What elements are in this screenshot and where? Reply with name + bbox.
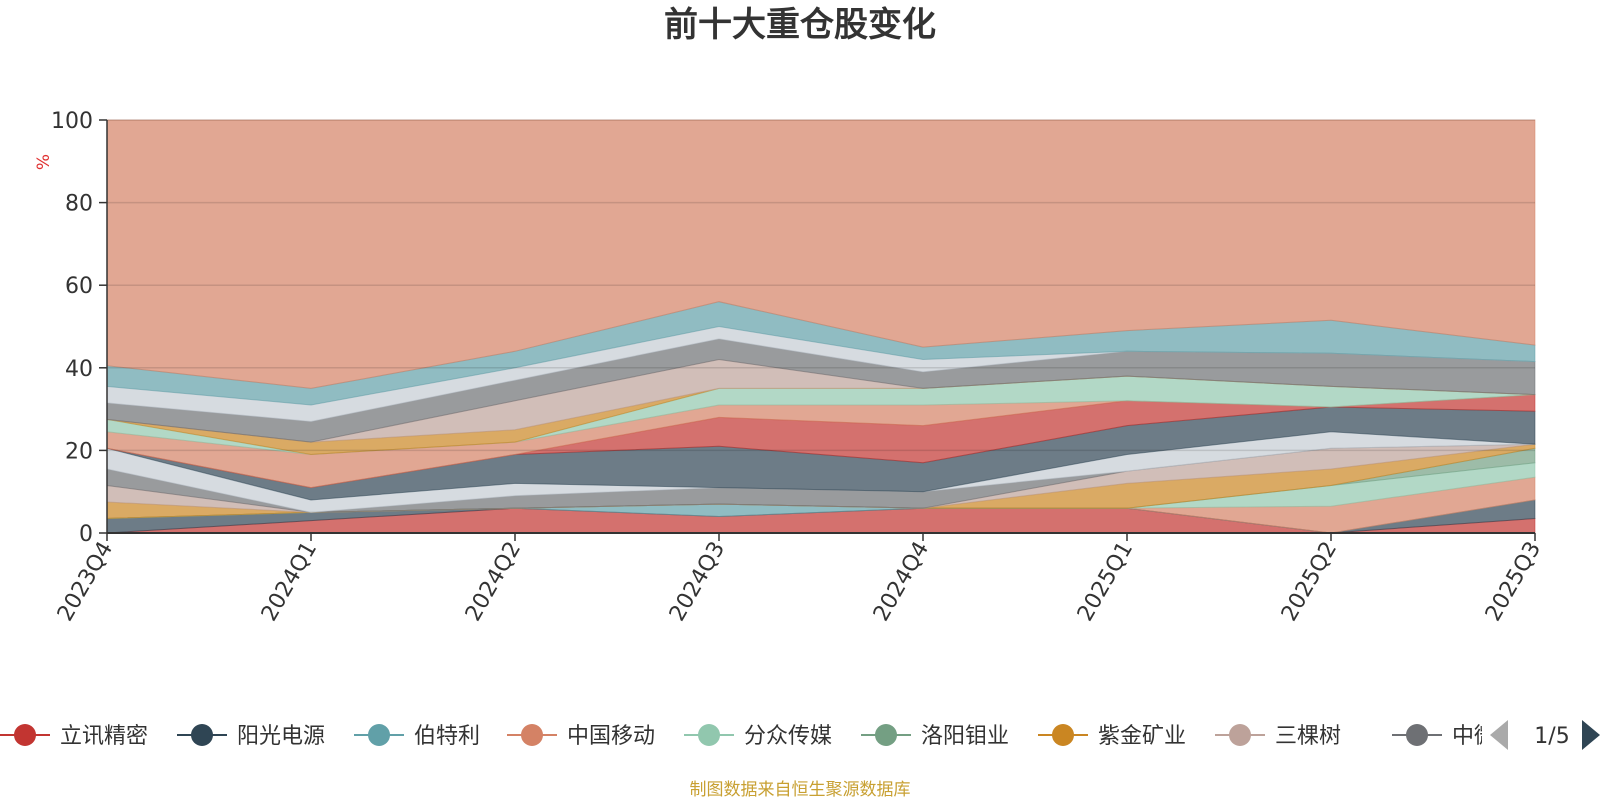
legend-item[interactable]: 立讯精密 — [0, 724, 148, 749]
y-tick-label: 100 — [51, 109, 93, 134]
legend-label: 中微公司 — [1452, 724, 1540, 749]
legend-item[interactable]: 分众传媒 — [684, 724, 832, 749]
legend-marker — [698, 724, 720, 746]
x-tick-label: 2025Q2 — [1277, 538, 1342, 626]
area-series-20 — [106, 119, 1536, 389]
legend-prev-icon[interactable] — [1490, 720, 1508, 750]
legend-label: 洛阳钼业 — [921, 724, 1009, 749]
y-tick-label: 20 — [65, 439, 93, 464]
x-tick-label: 2024Q1 — [257, 538, 322, 626]
x-tick-label: 2024Q4 — [869, 538, 934, 626]
legend-item[interactable]: 中国移动 — [507, 724, 655, 749]
legend-label: 分众传媒 — [744, 724, 832, 749]
legend-label: 中国移动 — [567, 724, 655, 749]
legend-item[interactable]: 三棵树 — [1215, 724, 1341, 749]
legend-label: 三棵树 — [1275, 724, 1341, 749]
data-source-note: 制图数据来自恒生聚源数据库 — [690, 780, 911, 800]
x-tick-label: 2025Q3 — [1481, 538, 1546, 626]
legend-items: 立讯精密 阳光电源 伯特利 中国移动 分众传媒 洛阳钼业 紫金矿业 三棵树 中微公司 — [0, 724, 1540, 749]
legend-marker — [368, 724, 390, 746]
y-axis: 0 20 40 60 80 100 — [51, 109, 108, 547]
legend-marker — [875, 724, 897, 746]
y-tick-label: 60 — [65, 274, 93, 299]
legend-item[interactable]: 中微公司 — [1392, 724, 1540, 749]
y-tick-label: 80 — [65, 192, 93, 217]
legend-marker — [1406, 724, 1428, 746]
legend-page-indicator: 1/5 — [1534, 724, 1569, 749]
chart-title: 前十大重仓股变化 — [664, 5, 936, 45]
legend-label: 伯特利 — [414, 724, 480, 749]
legend-marker — [1052, 724, 1074, 746]
x-tick-label: 2023Q4 — [53, 538, 118, 626]
grid-lines — [107, 119, 1535, 452]
legend-item[interactable]: 阳光电源 — [177, 724, 325, 749]
y-tick-label: 0 — [79, 522, 93, 547]
x-tick-label: 2024Q3 — [665, 538, 730, 626]
legend-label: 阳光电源 — [237, 724, 325, 749]
legend-item[interactable]: 紫金矿业 — [1038, 724, 1186, 749]
legend-marker — [14, 724, 36, 746]
legend-marker — [191, 724, 213, 746]
y-axis-unit: % — [34, 154, 54, 170]
legend-next-icon[interactable] — [1582, 720, 1600, 750]
legend-marker — [1229, 724, 1251, 746]
legend-item[interactable]: 洛阳钼业 — [861, 724, 1009, 749]
x-tick-label: 2025Q1 — [1073, 538, 1138, 626]
plot-areas — [106, 119, 1536, 534]
legend-label: 立讯精密 — [60, 724, 148, 749]
x-tick-label: 2024Q2 — [461, 538, 526, 626]
legend-item[interactable]: 伯特利 — [354, 724, 480, 749]
legend: 立讯精密 阳光电源 伯特利 中国移动 分众传媒 洛阳钼业 紫金矿业 三棵树 中微公司1/5 — [0, 720, 1600, 750]
legend-marker — [521, 724, 543, 746]
legend-label: 紫金矿业 — [1098, 724, 1186, 749]
x-axis: 2023Q4 2024Q1 2024Q2 2024Q3 2024Q4 2025Q1 2025… — [53, 532, 1546, 626]
y-tick-label: 40 — [65, 357, 93, 382]
